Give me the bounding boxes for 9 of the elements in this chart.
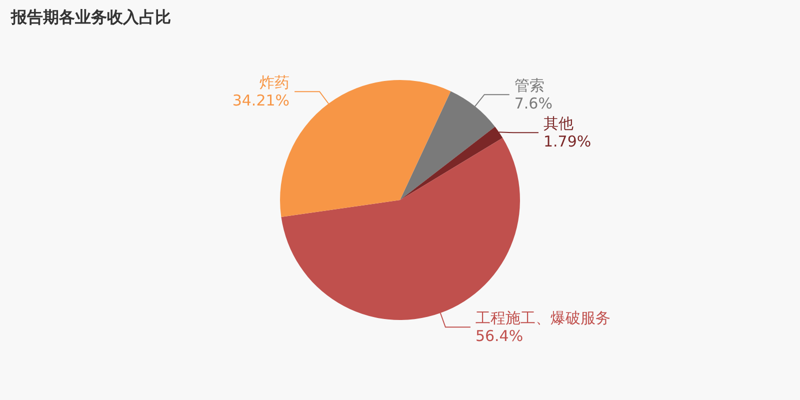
slice-label: 其他 (543, 114, 574, 133)
slice-label: 炸药 (260, 74, 290, 92)
data-label: 7.6% (514, 94, 552, 113)
data-label: 34.21% (232, 92, 290, 110)
text: 报告期各业务收入占比 (10, 8, 171, 26)
data-label: 56.4% (475, 327, 524, 346)
slice-label: 管索 (514, 76, 544, 95)
slice-label: 工程施工、爆破服务 (475, 309, 610, 328)
data-label: 1.79% (543, 132, 592, 151)
